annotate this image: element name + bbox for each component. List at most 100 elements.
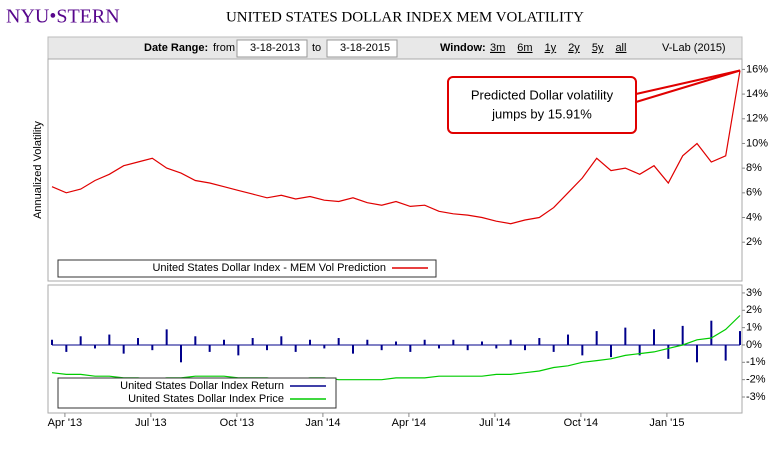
legend-box <box>57 377 337 409</box>
from-input[interactable] <box>236 39 308 58</box>
return-bar <box>208 344 211 352</box>
to-label: to <box>312 42 321 54</box>
return-bar <box>696 344 698 363</box>
y-tick-label: 6% <box>746 187 762 199</box>
return-bar <box>581 344 584 356</box>
y-tick-label: 8% <box>746 162 762 174</box>
return-bar <box>223 339 225 345</box>
x-tick-label: Oct '13 <box>220 417 255 429</box>
x-tick-label: Apr '13 <box>48 417 83 429</box>
return-bar <box>495 344 498 349</box>
return-bar <box>51 339 53 345</box>
series-line <box>51 70 741 225</box>
annotation-arrow <box>635 69 741 95</box>
annotation-text: Predicted Dollar volatility <box>471 87 614 102</box>
y-tick-label: 2% <box>746 304 762 316</box>
to-value[interactable]: 3-18-2015 <box>340 42 390 54</box>
return-bar <box>294 344 297 352</box>
return-bar <box>739 331 741 345</box>
return-bar <box>681 325 684 345</box>
return-bar <box>724 344 727 361</box>
return-bar <box>237 344 240 356</box>
return-bar <box>552 344 555 352</box>
from-value[interactable]: 3-18-2013 <box>250 42 300 54</box>
return-bar <box>653 329 655 345</box>
return-bar <box>380 344 383 351</box>
credit: V-Lab (2015) <box>662 42 726 54</box>
y-tick-label: 10% <box>746 137 768 149</box>
return-bar <box>624 327 627 345</box>
annotation-text: jumps by 15.91% <box>491 106 592 121</box>
return-bar <box>194 336 197 345</box>
return-bar <box>65 344 68 352</box>
return-bar <box>137 338 139 345</box>
return-bar <box>710 320 713 345</box>
window-link[interactable]: 1y <box>545 42 557 54</box>
x-tick-label: Jan '14 <box>305 417 340 429</box>
return-bar <box>151 344 154 351</box>
return-bar <box>567 334 569 345</box>
return-bar <box>452 339 455 345</box>
return-bar <box>595 331 598 345</box>
y-tick-label: 2% <box>746 236 762 248</box>
window-link[interactable]: 3m <box>490 42 505 54</box>
to-input[interactable] <box>326 39 398 58</box>
return-bar <box>122 344 125 354</box>
return-bar <box>180 344 182 363</box>
y-tick-label: -2% <box>746 374 766 386</box>
return-bar <box>524 344 526 351</box>
y-tick-label: 0% <box>746 339 762 351</box>
return-bar <box>266 344 268 351</box>
y-tick-label: -3% <box>746 391 766 403</box>
window-link[interactable]: 2y <box>568 42 580 54</box>
legend-label: United States Dollar Index Return <box>120 380 284 392</box>
return-bar <box>352 344 354 354</box>
return-bar <box>538 338 541 345</box>
return-bar <box>466 344 469 351</box>
return-bar <box>108 334 111 345</box>
return-bar <box>366 339 369 345</box>
legend-label: United States Dollar Index Price <box>128 393 284 405</box>
return-bar <box>94 344 96 349</box>
return-bar <box>79 336 82 345</box>
return-bar <box>423 339 426 345</box>
return-bar <box>280 336 283 345</box>
return-bar <box>165 329 168 345</box>
return-bar <box>309 339 311 345</box>
annotation-arrow <box>635 69 741 103</box>
return-bar <box>438 344 440 349</box>
x-tick-label: Apr '14 <box>392 417 427 429</box>
window-label: Window: <box>440 42 486 54</box>
x-tick-label: Jul '13 <box>135 417 166 429</box>
y-tick-label: 16% <box>746 63 768 75</box>
return-bar <box>610 344 612 358</box>
y-tick-label: 4% <box>746 211 762 223</box>
x-tick-label: Jan '15 <box>649 417 684 429</box>
window-link[interactable]: 5y <box>592 42 604 54</box>
window-link[interactable]: 6m <box>517 42 532 54</box>
legend-box <box>57 259 437 278</box>
date-range-label: Date Range: <box>144 42 208 54</box>
return-bar <box>409 344 412 352</box>
x-tick-label: Jul '14 <box>479 417 510 429</box>
annotation-box <box>447 76 637 134</box>
y-tick-label: -1% <box>746 356 766 368</box>
return-bar <box>509 339 512 345</box>
y-tick-label: 14% <box>746 88 768 100</box>
return-bar <box>337 338 340 345</box>
return-bar <box>251 338 254 345</box>
top-panel <box>47 58 743 282</box>
from-label: from <box>213 42 235 54</box>
return-bar <box>481 341 483 345</box>
legend-label: United States Dollar Index - MEM Vol Pre… <box>152 262 386 274</box>
return-bar <box>638 344 641 356</box>
y-tick-label: 3% <box>746 287 762 299</box>
return-bar <box>323 344 326 349</box>
return-bar <box>667 344 670 359</box>
y-axis-label: Annualized Volatility <box>32 121 44 219</box>
window-link[interactable]: all <box>615 42 626 54</box>
y-tick-label: 1% <box>746 322 762 334</box>
y-tick-label: 12% <box>746 113 768 125</box>
return-bar <box>395 341 397 345</box>
